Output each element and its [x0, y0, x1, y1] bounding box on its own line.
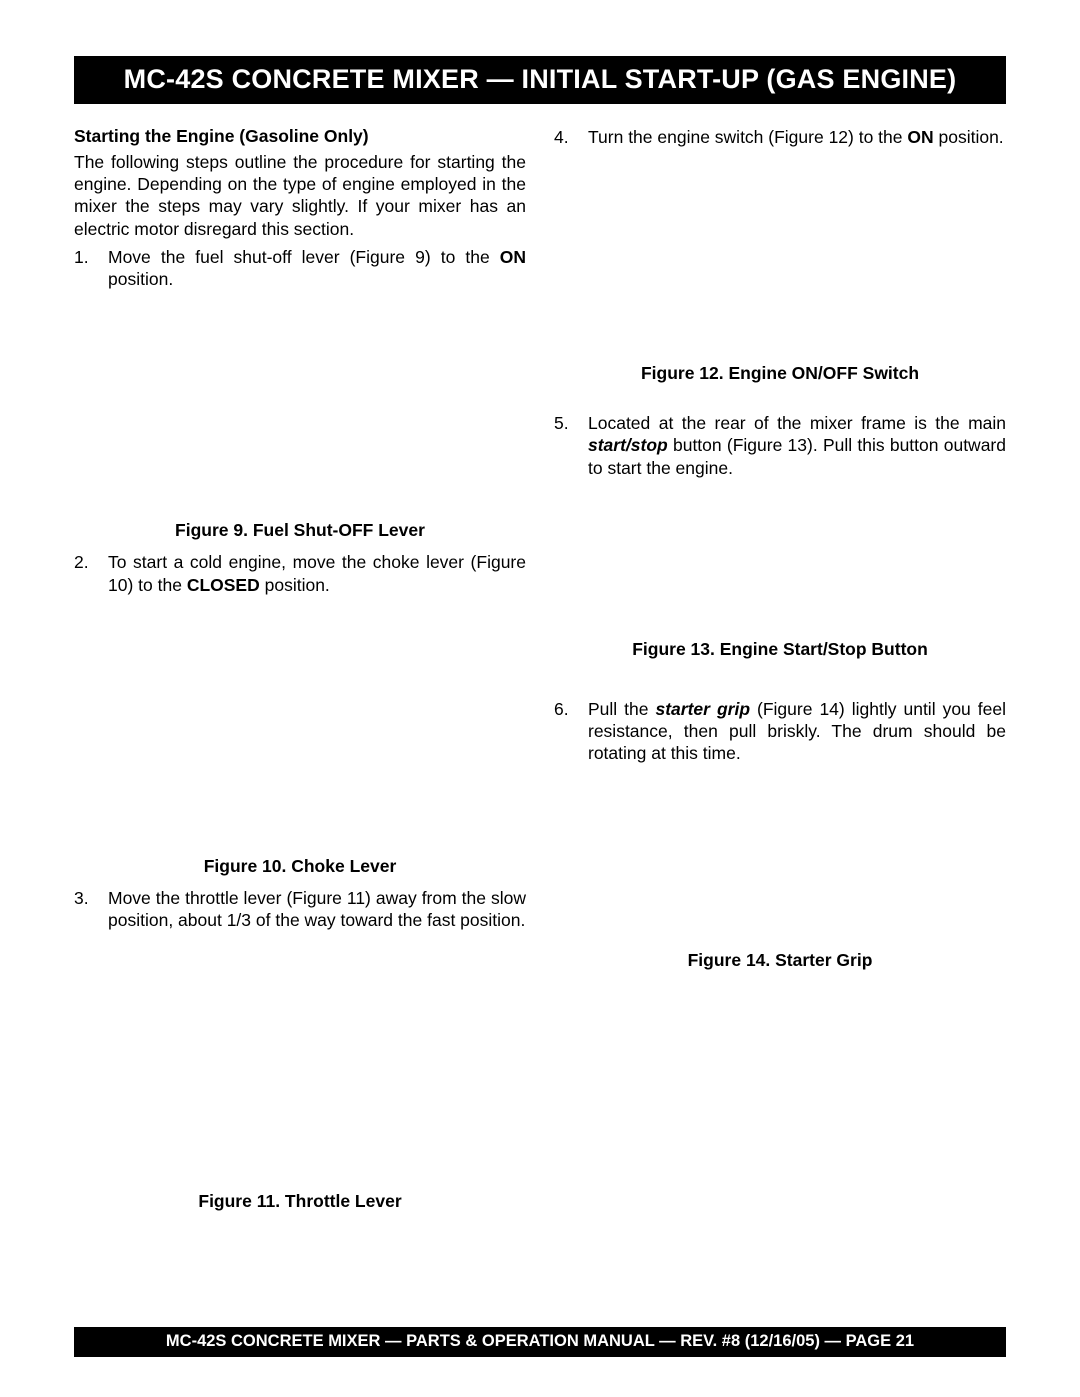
spacer [554, 394, 1006, 412]
figure-13-placeholder [554, 483, 1006, 633]
bold-run: CLOSED [187, 575, 260, 595]
step-number: 4. [554, 126, 588, 148]
figure-12-caption: Figure 12. Engine ON/OFF Switch [554, 363, 1006, 384]
step-number: 5. [554, 412, 588, 479]
page-footer-bar: MC-42S CONCRETE MIXER — PARTS & OPERATIO… [74, 1327, 1006, 1357]
step-number: 3. [74, 887, 108, 931]
figure-10-caption: Figure 10. Choke Lever [74, 856, 526, 877]
figure-13-caption: Figure 13. Engine Start/Stop Button [554, 639, 1006, 660]
figure-11-caption: Figure 11. Throttle Lever [74, 1191, 526, 1212]
step-number: 2. [74, 551, 108, 595]
step-2: 2. To start a cold engine, move the chok… [74, 551, 526, 595]
text-run: Turn the engine switch (Figure 12) to th… [588, 127, 907, 147]
step-3: 3. Move the throttle lever (Figure 11) a… [74, 887, 526, 931]
figure-10-placeholder [74, 600, 526, 850]
step-text: Turn the engine switch (Figure 12) to th… [588, 126, 1006, 148]
figure-14-caption: Figure 14. Starter Grip [554, 950, 1006, 971]
bolditalic-run: start/stop [588, 435, 668, 455]
section-heading: Starting the Engine (Gasoline Only) [74, 126, 526, 147]
text-run: position. [260, 575, 330, 595]
step-text: Located at the rear of the mixer frame i… [588, 412, 1006, 479]
left-column: Starting the Engine (Gasoline Only) The … [74, 126, 526, 1222]
figure-9-caption: Figure 9. Fuel Shut-OFF Lever [74, 520, 526, 541]
text-run: Move the fuel shut-off lever (Figure 9) … [108, 247, 500, 267]
step-text: To start a cold engine, move the choke l… [108, 551, 526, 595]
step-6: 6. Pull the starter grip (Figure 14) lig… [554, 698, 1006, 765]
step-4: 4. Turn the engine switch (Figure 12) to… [554, 126, 1006, 148]
step-1: 1. Move the fuel shut-off lever (Figure … [74, 246, 526, 290]
step-text: Pull the starter grip (Figure 14) lightl… [588, 698, 1006, 765]
step-text: Move the throttle lever (Figure 11) away… [108, 887, 526, 931]
bold-run: ON [500, 247, 526, 267]
text-run: Located at the rear of the mixer frame i… [588, 413, 1006, 433]
step-number: 6. [554, 698, 588, 765]
page-header-bar: MC-42S CONCRETE MIXER — INITIAL START-UP… [74, 56, 1006, 104]
figure-14-placeholder [554, 769, 1006, 944]
spacer [554, 670, 1006, 698]
right-column: 4. Turn the engine switch (Figure 12) to… [554, 126, 1006, 1222]
text-run: position. [934, 127, 1004, 147]
step-5: 5. Located at the rear of the mixer fram… [554, 412, 1006, 479]
text-run: Pull the [588, 699, 656, 719]
step-text: Move the fuel shut-off lever (Figure 9) … [108, 246, 526, 290]
figure-11-placeholder [74, 935, 526, 1185]
intro-paragraph: The following steps outline the procedur… [74, 151, 526, 240]
figure-12-placeholder [554, 152, 1006, 357]
two-column-layout: Starting the Engine (Gasoline Only) The … [74, 126, 1006, 1222]
text-run: position. [108, 269, 173, 289]
bold-run: ON [907, 127, 933, 147]
bolditalic-run: starter grip [656, 699, 751, 719]
step-number: 1. [74, 246, 108, 290]
figure-9-placeholder [74, 294, 526, 514]
